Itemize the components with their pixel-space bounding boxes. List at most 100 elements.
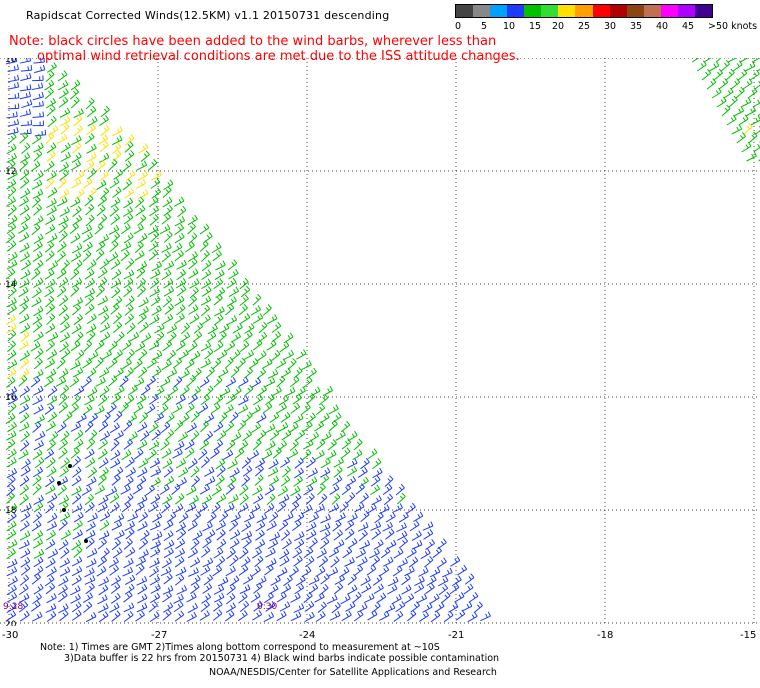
- wind-barb: [267, 470, 279, 477]
- wind-barb-flag: [77, 299, 81, 304]
- wind-barb: [70, 597, 81, 604]
- wind-barb: [59, 515, 70, 522]
- wind-barb-flag: [39, 259, 44, 265]
- wind-barb-flag: [256, 585, 260, 589]
- wind-barb-flag: [102, 504, 105, 509]
- wind-barb-flag: [299, 578, 303, 582]
- wind-barb-flag: [23, 342, 26, 347]
- wind-barb-flag: [216, 296, 221, 301]
- wind-barb-flag: [13, 592, 18, 597]
- wind-barb: [294, 535, 305, 542]
- wind-barb: [74, 174, 85, 181]
- wind-barb-flag: [105, 494, 109, 500]
- wind-barb-flag: [295, 501, 300, 506]
- wind-barb-flag: [272, 339, 277, 345]
- wind-barb-flag: [326, 467, 331, 473]
- wind-barb-flag: [155, 172, 159, 177]
- wind-barb: [125, 460, 135, 469]
- wind-barb-flag: [35, 289, 40, 294]
- wind-barb-flag: [235, 575, 240, 581]
- wind-barb: [287, 361, 297, 370]
- wind-barb-flag: [23, 577, 27, 581]
- wind-barb-flag: [283, 343, 287, 348]
- wind-barb-flag: [191, 222, 196, 227]
- wind-barb: [148, 344, 160, 351]
- wind-barb: [228, 273, 239, 280]
- wind-barb-flag: [36, 573, 41, 578]
- wind-barb: [327, 442, 337, 451]
- wind-barb-flag: [230, 298, 234, 303]
- wind-barb: [736, 136, 746, 144]
- wind-barb-flag: [117, 370, 121, 374]
- wind-barb: [422, 606, 433, 613]
- wind-barb-flag: [232, 522, 236, 527]
- wind-barb-flag: [283, 610, 287, 616]
- wind-barb-flag: [386, 486, 390, 491]
- wind-barb-flag: [62, 172, 67, 177]
- wind-barb-flag: [334, 496, 338, 500]
- wind-barb-flag: [110, 405, 115, 410]
- wind-barb: [110, 596, 121, 604]
- wind-barb: [253, 497, 264, 504]
- wind-barb-flag: [36, 514, 40, 519]
- wind-barb-flag: [442, 586, 446, 591]
- wind-barb: [422, 525, 434, 531]
- wind-barb-flag: [142, 556, 147, 562]
- wind-barb: [267, 373, 278, 379]
- wind-barb-flag: [247, 521, 252, 526]
- wind-barb-flag: [86, 244, 91, 249]
- wind-barb-flag: [348, 610, 352, 616]
- wind-barb: [198, 506, 208, 514]
- wind-barb-flag: [261, 387, 265, 392]
- wind-barb: [172, 407, 183, 414]
- wind-barb-flag: [170, 514, 174, 519]
- wind-barb-flag: [138, 226, 141, 231]
- wind-barb-flag: [314, 388, 318, 393]
- wind-barb-flag: [378, 521, 382, 527]
- wind-barb-flag: [248, 325, 252, 330]
- wind-barb-flag: [355, 594, 359, 599]
- wind-barb-flag: [144, 387, 148, 391]
- wind-barb-flag: [277, 321, 282, 327]
- wind-barb-flag: [172, 387, 176, 392]
- wind-barb: [19, 255, 30, 262]
- wind-barb-flag: [277, 331, 282, 336]
- wind-barb: [159, 488, 170, 495]
- wind-barb-flag: [245, 540, 250, 544]
- wind-barb-flag: [92, 514, 95, 519]
- wind-barb-flag: [177, 422, 181, 427]
- wind-barb-flag: [62, 404, 66, 409]
- wind-barb-flag: [13, 323, 17, 328]
- wind-barb-flag: [26, 394, 31, 400]
- wind-barb-flag: [104, 502, 108, 508]
- wind-barb-flag: [65, 161, 69, 167]
- wind-barb-flag: [118, 515, 122, 520]
- wind-barb: [124, 578, 136, 585]
- wind-barb-flag: [145, 306, 149, 311]
- wind-barb-flag: [353, 538, 358, 543]
- wind-barb-flag: [144, 602, 148, 608]
- wind-barb-flag: [288, 352, 292, 357]
- wind-barb-flag: [23, 180, 27, 184]
- wind-barb-flag: [375, 460, 379, 465]
- wind-barb: [401, 577, 411, 586]
- wind-barb-flag: [466, 603, 470, 608]
- wind-barb: [163, 282, 174, 289]
- wind-barb-flag: [406, 574, 411, 579]
- wind-barb: [140, 154, 150, 162]
- wind-barb: [346, 480, 356, 487]
- wind-barb-flag: [204, 486, 208, 491]
- wind-barb: [380, 551, 391, 559]
- wind-barb: [148, 505, 159, 513]
- wind-barb: [252, 297, 262, 306]
- wind-barb: [33, 569, 44, 577]
- wind-barb-flag: [139, 270, 143, 274]
- wind-barb-flag: [367, 583, 372, 588]
- wind-barb-flag: [284, 485, 288, 491]
- wind-barb-flag: [155, 479, 158, 484]
- wind-barb: [176, 532, 187, 541]
- wind-barb-flag: [88, 206, 92, 211]
- wind-barb-flag: [144, 521, 148, 526]
- wind-barb-flag: [205, 595, 209, 600]
- wind-barb-flag: [413, 523, 417, 527]
